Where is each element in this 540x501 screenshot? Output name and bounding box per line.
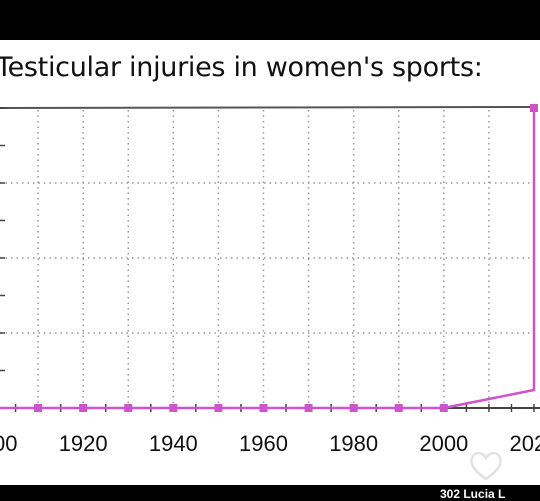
series-point <box>169 404 178 412</box>
series-point <box>124 404 133 412</box>
heart-icon[interactable] <box>466 446 506 485</box>
series-line <box>0 108 536 410</box>
chart-frame: Testicular injuries in women's sports: 1… <box>0 40 540 485</box>
chart-title: Testicular injuries in women's sports: <box>0 52 483 83</box>
x-tick-label: 1900 <box>0 431 17 456</box>
x-tick-label: 1980 <box>329 431 378 456</box>
x-tick-label: 1960 <box>239 431 288 456</box>
x-tick-label: 2000 <box>419 431 468 456</box>
series-point <box>34 404 43 412</box>
series-point <box>214 404 223 412</box>
plot-top-border <box>0 106 535 109</box>
series-point <box>530 104 538 112</box>
series-point <box>394 404 403 412</box>
series-point <box>439 404 448 412</box>
caption-text: 302 Lucia L <box>440 487 506 501</box>
series-point <box>304 404 313 412</box>
x-tick-label: 1920 <box>59 431 108 456</box>
x-tick-label: 2020 <box>510 431 540 456</box>
plot-area: 1900 1920 1940 1960 1980 2000 2020 <box>0 104 540 456</box>
x-tick-label: 1940 <box>149 431 198 456</box>
series-point <box>349 404 358 412</box>
series-point <box>79 404 88 412</box>
series-point <box>259 404 268 412</box>
